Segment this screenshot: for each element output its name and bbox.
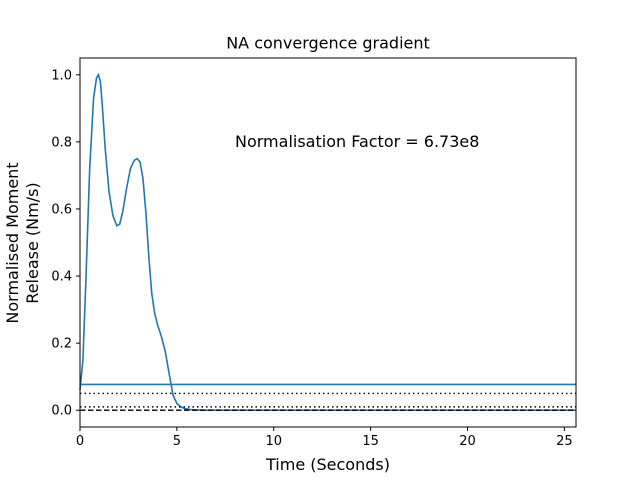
- y-tick-label: 0.8: [51, 135, 72, 150]
- chart-title: NA convergence gradient: [226, 34, 430, 53]
- ticks-layer: 0 5 10 15 20 25 0.0 0.2 0.4 0.6 0.8 1.0: [51, 68, 572, 449]
- series-layer: [79, 72, 576, 412]
- normalisation-factor-annotation: Normalisation Factor = 6.73e8: [235, 132, 479, 151]
- x-tick-label: 25: [556, 434, 573, 449]
- series-line-0: [79, 72, 576, 412]
- y-tick-label: 0.0: [51, 404, 72, 419]
- y-tick-label: 0.6: [51, 202, 72, 217]
- x-axis-label: Time (Seconds): [265, 455, 390, 474]
- x-tick-label: 5: [173, 434, 181, 449]
- y-tick-label: 0.4: [51, 270, 72, 285]
- y-axis-label-line-1: Normalised Moment: [3, 162, 22, 323]
- y-tick-label: 0.2: [51, 337, 72, 352]
- x-tick-label: 20: [459, 434, 476, 449]
- y-axis-label-line-2: Release (Nm/s): [23, 182, 42, 303]
- y-tick-label: 1.0: [51, 68, 72, 83]
- axes-frame: [79, 57, 577, 428]
- x-tick-label: 0: [76, 434, 84, 449]
- x-tick-label: 15: [362, 434, 379, 449]
- x-tick-label: 10: [265, 434, 282, 449]
